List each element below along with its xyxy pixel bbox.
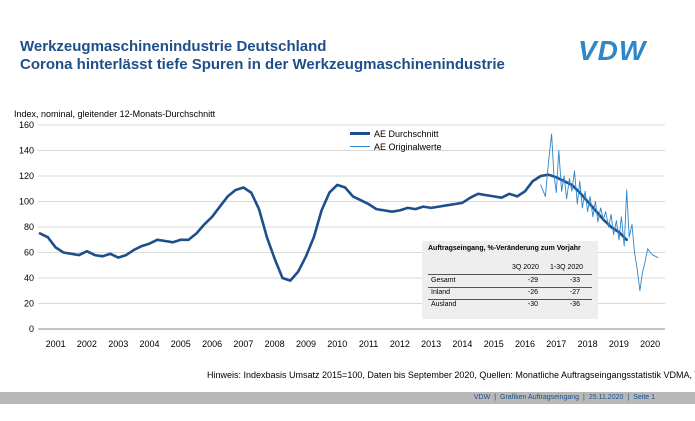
table-divider-top	[428, 274, 592, 275]
x-tick-label: 2013	[421, 339, 441, 349]
change-table: Auftragseingang, %-Veränderung zum Vorja…	[422, 241, 598, 319]
y-tick-label: 100	[19, 197, 34, 207]
y-tick-label: 0	[29, 324, 34, 334]
series-line-ae-originalwerte	[540, 133, 659, 292]
x-tick-label: 2017	[546, 339, 566, 349]
table-header-1-3q: 1-3Q 2020	[550, 264, 584, 271]
table-divider	[428, 299, 592, 300]
table-row-label: Ausland	[431, 301, 457, 308]
chart-title: Werkzeugmaschinenindustrie Deutschland	[20, 38, 327, 55]
x-tick-label: 2007	[233, 339, 253, 349]
x-tick-label: 2016	[515, 339, 535, 349]
table-cell-3q: -30	[527, 301, 538, 308]
series-lines	[38, 133, 659, 292]
x-tick-label: 2005	[171, 339, 191, 349]
legend-label-originalwerte: AE Originalwerte	[374, 141, 442, 152]
x-tick-label: 2010	[327, 339, 347, 349]
table-row: Ausland -30 -36	[422, 300, 598, 311]
x-tick-label: 2011	[359, 339, 378, 349]
series-line-ae-durchschnitt	[38, 173, 629, 282]
x-tick-label: 2019	[609, 339, 629, 349]
legend-thick-line-swatch	[350, 132, 370, 135]
footer-bar: VDW | Grafiken Auftragseingang | 25.11.2020 |…	[0, 392, 695, 404]
y-tick-label: 20	[24, 299, 34, 309]
x-tick-label: 2008	[265, 339, 285, 349]
legend-item-durchschnitt: AE Durchschnitt	[350, 127, 442, 140]
y-axis-label: Index, nominal, gleitender 12-Monats-Dur…	[14, 109, 216, 119]
x-tick-label: 2004	[140, 339, 160, 349]
table-row-label: Gesamt	[431, 277, 456, 284]
y-tick-label: 80	[24, 222, 34, 232]
table-divider	[428, 287, 592, 288]
legend-thin-line-swatch	[350, 146, 370, 147]
x-tick-label: 2015	[484, 339, 504, 349]
chart-subtitle: Corona hinterlässt tiefe Spuren in der W…	[20, 56, 505, 73]
x-tick-label: 2009	[296, 339, 316, 349]
y-tick-label: 140	[19, 146, 34, 156]
y-tick-label: 60	[24, 248, 34, 258]
x-tick-label: 2006	[202, 339, 222, 349]
source-note: Hinweis: Indexbasis Umsatz 2015=100, Dat…	[207, 370, 695, 380]
table-cell-3q: -29	[527, 277, 538, 284]
footer-org: VDW	[473, 394, 491, 401]
x-tick-label: 2003	[108, 339, 128, 349]
y-tick-label: 40	[24, 273, 34, 283]
x-tick-label: 2002	[77, 339, 97, 349]
table-row: Inland -26 -27	[422, 288, 598, 299]
footer-page: Seite 1	[633, 394, 655, 401]
table-cell-1-3q: -36	[569, 301, 580, 308]
table-title: Auftragseingang, %-Veränderung zum Vorja…	[428, 245, 581, 252]
x-tick-labels: 2001 2002 2003 2004 2005 2006 2007 2008 2009 2010…	[46, 339, 661, 349]
footer-doc: Grafiken Auftragseingang	[500, 394, 580, 401]
legend-label-durchschnitt: AE Durchschnitt	[374, 128, 439, 139]
y-tick-label: 160	[19, 120, 34, 130]
table-header-3q: 3Q 2020	[512, 264, 539, 271]
footer-date: 25.11.2020	[588, 394, 624, 401]
y-tick-label: 120	[19, 171, 34, 181]
table-cell-3q: -26	[527, 289, 538, 296]
x-tick-label: 2012	[390, 339, 410, 349]
y-tick-labels: 0 20 40 60 80 100 120 140 160	[19, 120, 34, 334]
x-tick-label: 2014	[452, 339, 472, 349]
x-tick-label: 2001	[46, 339, 66, 349]
legend-item-originalwerte: AE Originalwerte	[350, 140, 442, 153]
table-cell-1-3q: -27	[569, 289, 580, 296]
legend: AE Durchschnitt AE Originalwerte	[350, 127, 442, 153]
table-cell-1-3q: -33	[569, 277, 580, 284]
table-row: Gesamt -29 -33	[422, 276, 598, 287]
footer-text: VDW | Grafiken Auftragseingang | 25.11.2020 |…	[473, 394, 655, 401]
x-tick-label: 2018	[578, 339, 598, 349]
vdw-logo: VDW	[578, 35, 647, 66]
x-tick-label: 2020	[640, 339, 660, 349]
table-row-label: Inland	[431, 289, 451, 296]
